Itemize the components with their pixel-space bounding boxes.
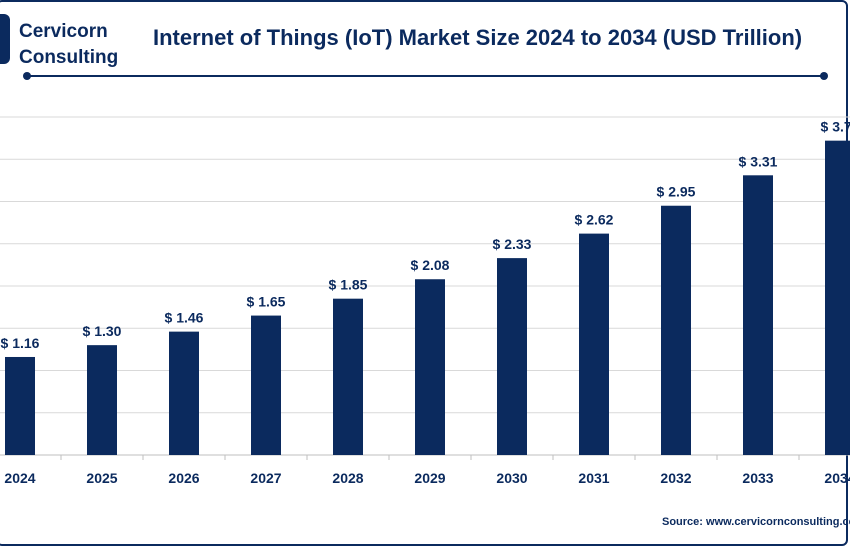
x-tick-label: 2027 xyxy=(250,470,281,486)
bar xyxy=(579,233,609,455)
brand-sub: Consulting xyxy=(19,47,119,68)
bar xyxy=(825,140,850,455)
data-label: $ 1.46 xyxy=(165,310,204,326)
x-tick-label: 2030 xyxy=(496,470,527,486)
x-tick-label: 2031 xyxy=(578,470,609,486)
data-label: $ 3.31 xyxy=(739,153,778,169)
bar xyxy=(415,279,445,455)
data-label: $ 2.95 xyxy=(657,184,696,200)
x-tick-label: 2025 xyxy=(86,470,117,486)
bar xyxy=(743,175,773,455)
data-label: $ 3.72 xyxy=(821,119,850,135)
bar xyxy=(87,345,117,455)
bar xyxy=(497,258,527,455)
chart-title: Internet of Things (IoT) Market Size 202… xyxy=(153,25,803,50)
data-label: $ 1.65 xyxy=(247,294,286,310)
data-label: $ 1.30 xyxy=(83,323,122,339)
data-label: $ 2.33 xyxy=(493,236,532,252)
brand-logo: Cervicorn Consulting xyxy=(0,10,130,68)
data-label: $ 2.62 xyxy=(575,212,614,228)
x-tick-label: 2026 xyxy=(168,470,199,486)
x-tick-label: 2029 xyxy=(414,470,445,486)
data-label: $ 1.16 xyxy=(1,335,40,351)
brand-name: Cervicorn xyxy=(19,21,108,42)
logo-mark-icon xyxy=(0,14,10,64)
x-tick-label: 2034 xyxy=(824,470,850,486)
title-divider xyxy=(23,72,828,80)
x-tick-label: 2032 xyxy=(660,470,691,486)
bar xyxy=(5,356,35,455)
source-note: Source: www.cervicornconsulting.com xyxy=(662,516,850,528)
bar xyxy=(251,315,281,455)
bar xyxy=(169,331,199,455)
x-tick-label: 2028 xyxy=(332,470,363,486)
x-tick-label: 2024 xyxy=(4,470,35,486)
x-tick-label: 2033 xyxy=(742,470,773,486)
bar xyxy=(661,205,691,455)
bar xyxy=(333,298,363,455)
data-label: $ 1.85 xyxy=(329,277,368,293)
data-label: $ 2.08 xyxy=(411,257,450,273)
